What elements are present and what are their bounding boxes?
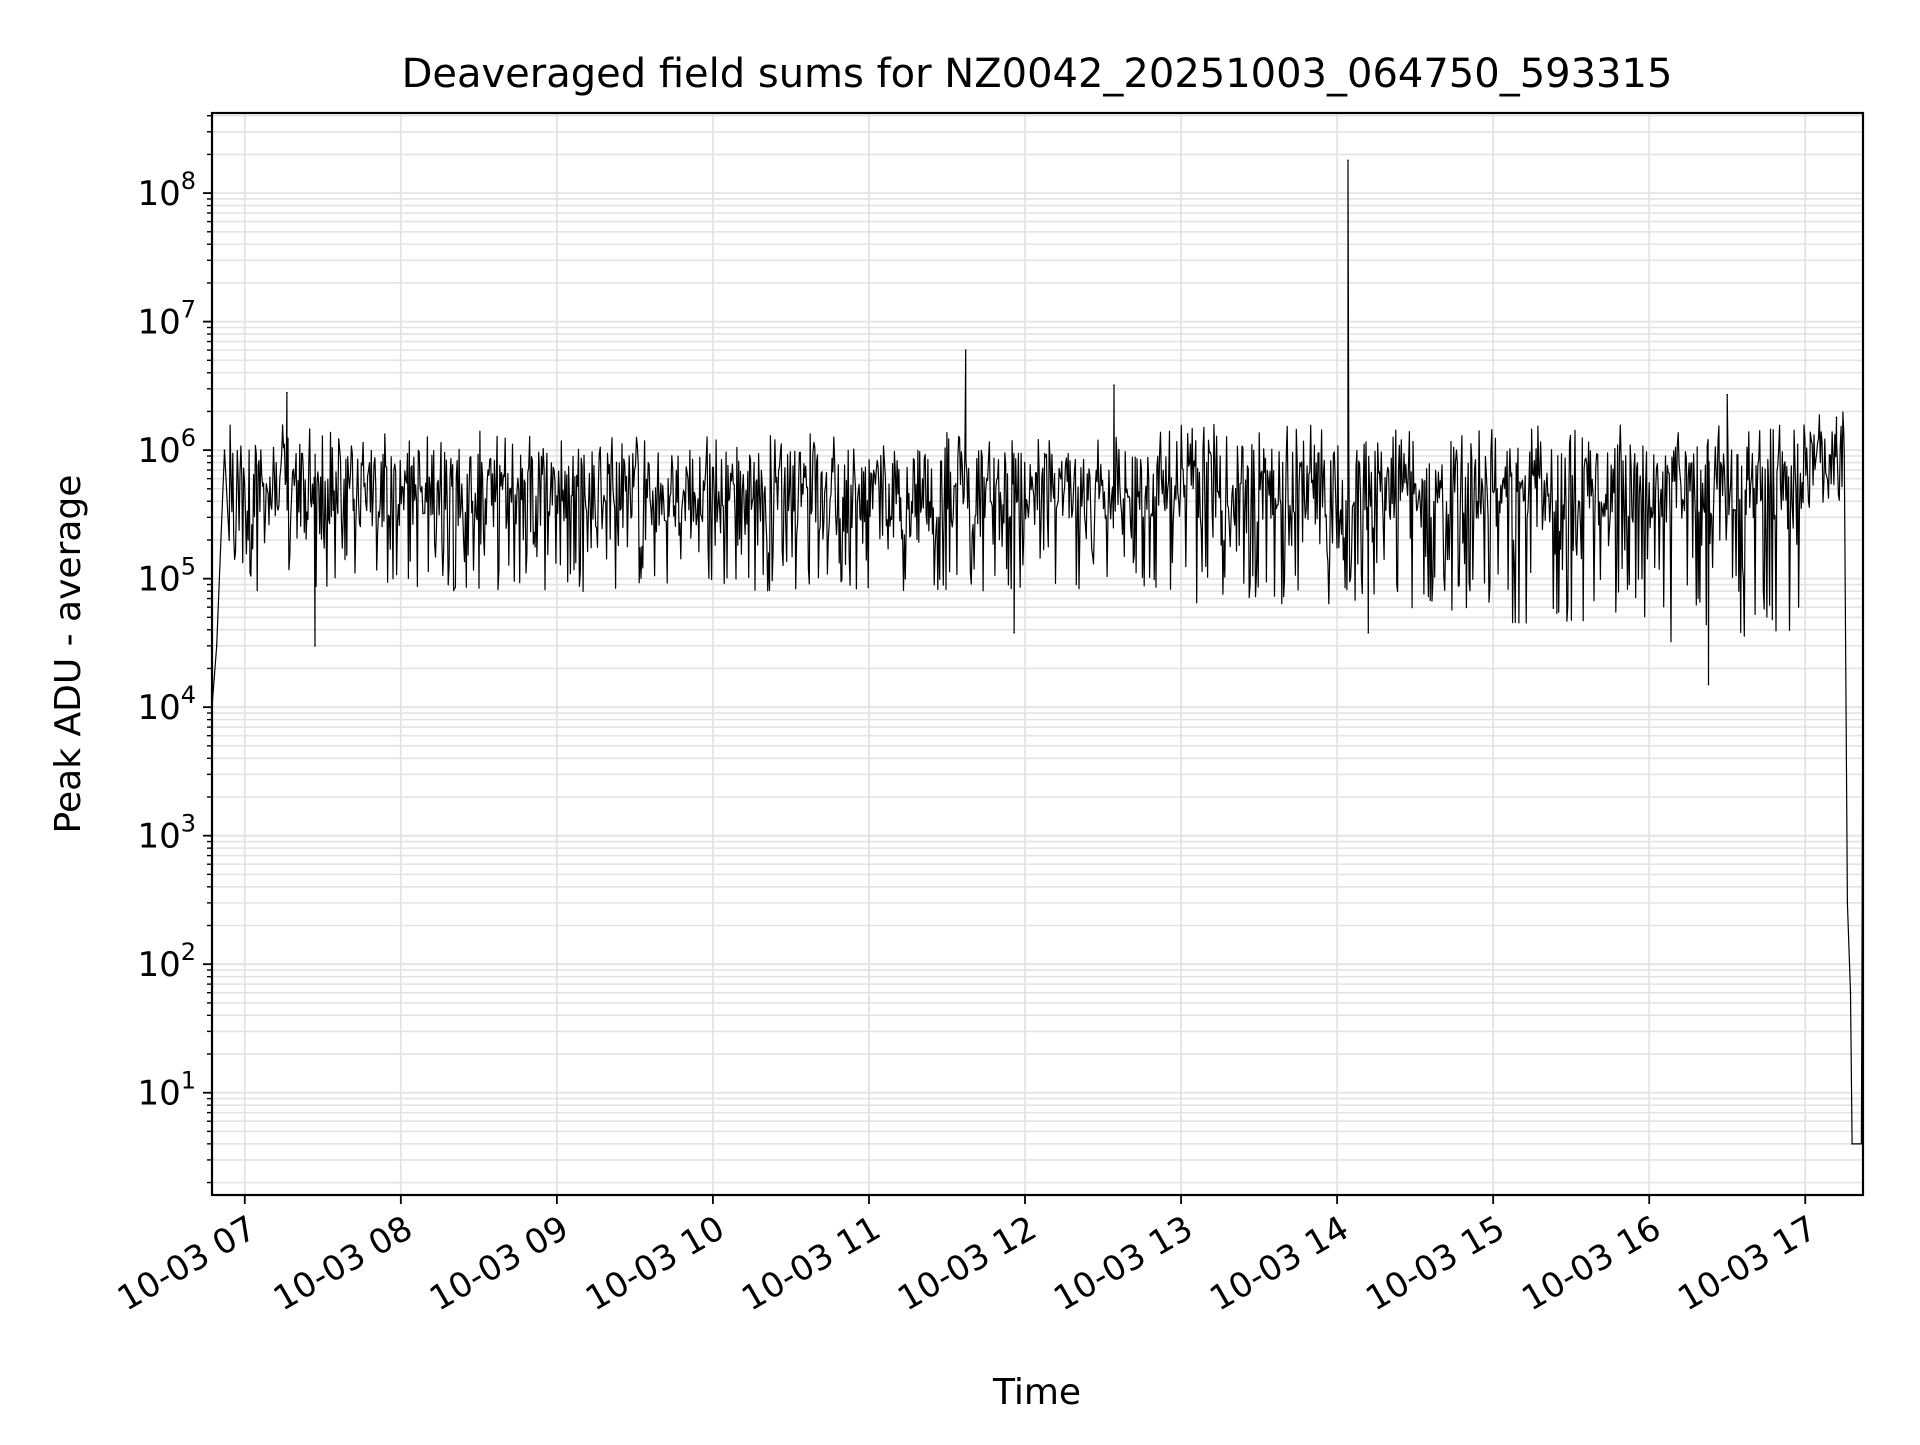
series-key-point (1860, 1143, 1863, 1145)
series-key-point (215, 645, 218, 647)
y-tick-label-exponent: 6 (181, 424, 196, 452)
grid-lines (212, 113, 1863, 1195)
series-layer (211, 159, 1864, 1145)
y-tick-label: 101 (137, 1067, 196, 1114)
series-key-point (286, 391, 288, 394)
series-key-point (1846, 902, 1849, 904)
chart-title: Deaveraged field sums for NZ0042_2025100… (402, 51, 1673, 97)
y-tick-label-exponent: 1 (181, 1067, 196, 1095)
series-key-point (223, 449, 226, 451)
series-key-point (1367, 631, 1370, 634)
series-line (211, 159, 1864, 1145)
series-key-point (1113, 384, 1115, 387)
y-tick-label-base: 10 (137, 945, 180, 985)
y-tick-label-base: 10 (137, 688, 180, 728)
y-tick-label: 103 (137, 810, 196, 857)
y-tick-label-exponent: 4 (181, 681, 196, 709)
y-tick-label: 104 (137, 681, 196, 728)
y-tick-label-base: 10 (137, 303, 180, 343)
series-key-point (1013, 631, 1015, 634)
plot-area-frame (210, 111, 1865, 1197)
series-key-point (314, 645, 316, 647)
y-tick-label-exponent: 2 (181, 938, 196, 966)
series-key-point (964, 349, 967, 351)
series-key-point (1347, 159, 1349, 162)
series-key-point (1707, 683, 1710, 686)
series-key-point (1835, 416, 1838, 419)
y-tick-label-exponent: 8 (181, 167, 196, 195)
y-tick-label-exponent: 3 (181, 810, 196, 838)
series-key-point (1843, 455, 1846, 457)
y-tick-label-base: 10 (137, 1074, 180, 1114)
y-tick-label: 107 (137, 296, 196, 343)
y-tick-label-exponent: 5 (181, 553, 196, 581)
series-key-point (1849, 991, 1852, 994)
y-tick-label-base: 10 (137, 560, 180, 600)
y-axis-label: Peak ADU - average (48, 475, 89, 834)
y-tick-label: 102 (137, 938, 196, 985)
x-axis-label: Time (992, 1372, 1081, 1413)
series-key-point (1726, 393, 1729, 396)
y-tick-label-exponent: 7 (181, 296, 196, 324)
y-tick-label: 105 (137, 553, 196, 600)
y-tick-label-base: 10 (137, 817, 180, 857)
series-key-point (1851, 1143, 1853, 1145)
y-tick-label: 106 (137, 424, 196, 471)
y-tick-label-base: 10 (137, 174, 180, 214)
y-tick-label: 108 (137, 167, 196, 214)
y-tick-label-base: 10 (137, 431, 180, 471)
